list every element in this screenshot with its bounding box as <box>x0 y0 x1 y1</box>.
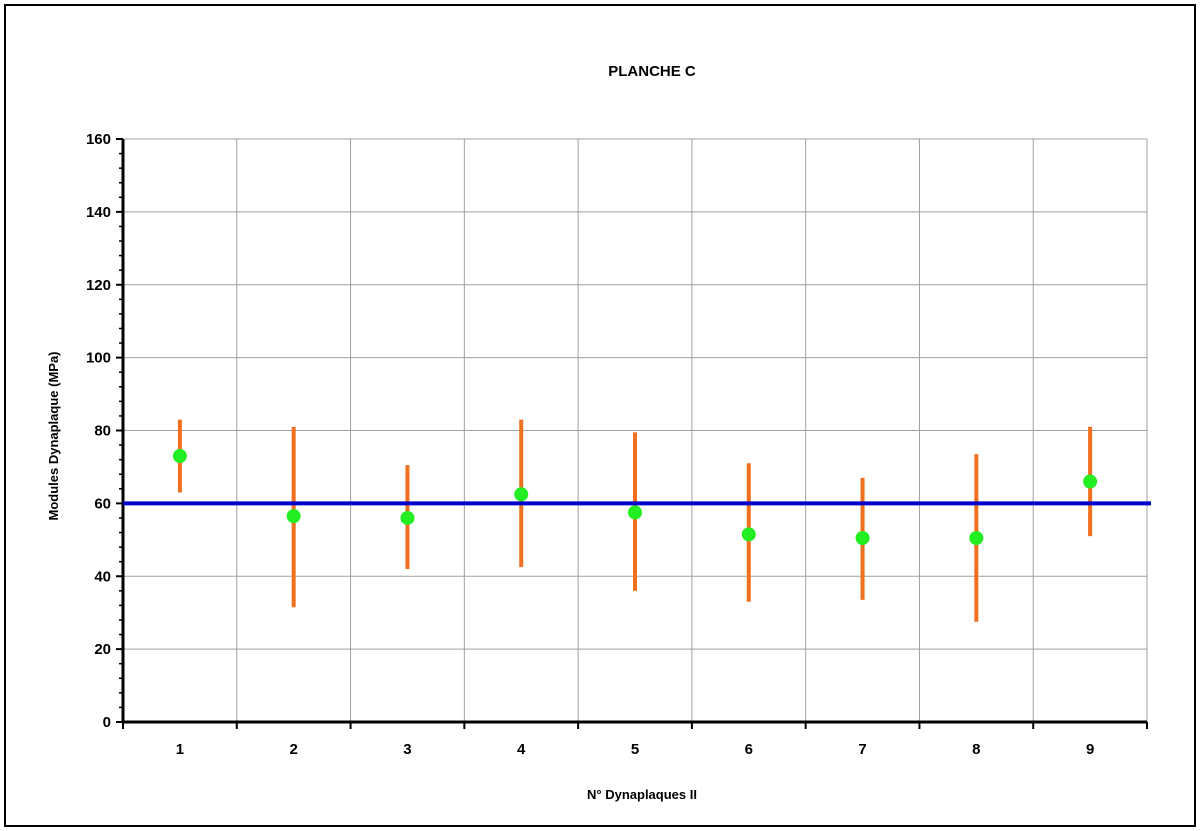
x-axis-label: N° Dynaplaques II <box>587 787 697 802</box>
chart: PLANCHE C 0 20 40 60 80 100 120 140 160 1 2 3 4 5 6 7 8… <box>46 63 1151 802</box>
data-point <box>400 510 415 525</box>
grid <box>123 138 1148 722</box>
data-point <box>172 449 187 464</box>
data-point <box>855 530 870 545</box>
chart-title: PLANCHE C <box>608 63 696 80</box>
y-tick-label: 20 <box>94 641 111 658</box>
data-point <box>628 505 642 520</box>
data-points <box>172 449 1098 545</box>
x-tick-label: 6 <box>745 741 753 758</box>
x-tick-label: 9 <box>1086 741 1094 758</box>
x-tick-label: 8 <box>972 741 980 758</box>
y-tick-label: 60 <box>94 495 111 512</box>
y-tick-label: 140 <box>86 204 111 221</box>
y-tick-label: 100 <box>86 350 111 367</box>
x-tick-label: 1 <box>176 741 184 758</box>
x-tick-label: 7 <box>858 741 866 758</box>
data-point <box>969 530 984 545</box>
x-tick-label: 2 <box>289 741 297 758</box>
y-tick-labels: 0 20 40 60 80 100 120 140 160 <box>86 131 111 731</box>
x-tick-labels: 1 2 3 4 5 6 7 8 9 <box>176 741 1095 758</box>
y-tick-label: 160 <box>86 131 111 148</box>
x-tick-label: 5 <box>631 741 639 758</box>
range-bars <box>177 419 1093 622</box>
y-tick-label: 120 <box>86 277 111 294</box>
x-tick-label: 4 <box>517 741 526 758</box>
chart-frame: PLANCHE C 0 20 40 60 80 100 120 140 160 1 2 3 4 5 6 7 8… <box>4 4 1196 827</box>
y-tick-label: 40 <box>94 568 111 585</box>
y-axis-label: Modules Dynaplaque (MPa) <box>46 351 61 520</box>
data-point <box>741 527 756 542</box>
axes <box>116 138 1148 729</box>
data-point <box>514 487 529 502</box>
x-tick-label: 3 <box>403 741 411 758</box>
data-point <box>1083 474 1098 489</box>
data-point <box>286 509 301 524</box>
y-tick-label: 80 <box>94 423 111 440</box>
y-tick-label: 0 <box>103 714 111 731</box>
